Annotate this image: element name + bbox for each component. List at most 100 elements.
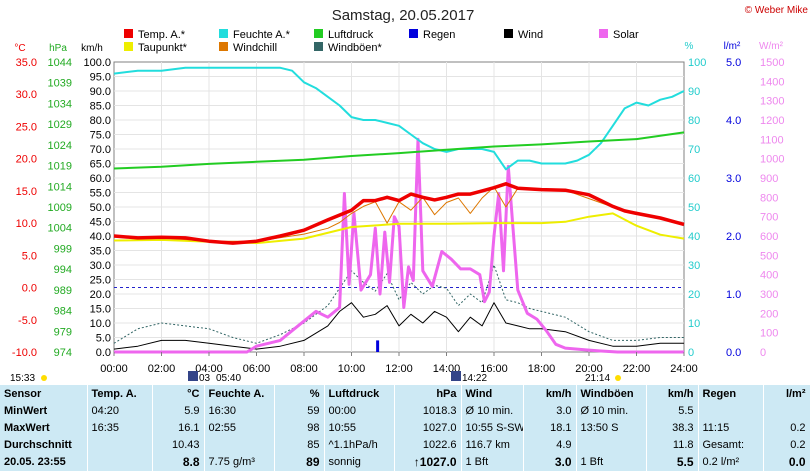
weather-chart: Samstag, 20.05.2017 © Weber Mike Temp. A… — [10, 5, 809, 383]
table-cell: 1027.0 — [394, 419, 462, 437]
moonset-label: 03 — [199, 373, 211, 383]
table-header-cell: l/m² — [763, 385, 810, 403]
pressure-axis-tick-8: 1004 — [48, 223, 72, 235]
wind-axis-tick-13: 35.0 — [90, 246, 111, 258]
table-cell: 59 — [274, 402, 325, 420]
table-cell: 10:55 S-SW — [461, 419, 524, 437]
table-row: MinWert 04:20 5.9 16:30 59 00:00 1018.3 Ø 10 mi… — [0, 402, 810, 420]
pressure-axis-unit: hPa — [49, 43, 67, 54]
temp-axis-tick-5: 10.0 — [16, 218, 37, 230]
humidity-axis-tick-7: 30 — [688, 260, 700, 272]
table-header-cell: Feuchte A. — [204, 385, 275, 403]
pressure-axis-tick-0: 1044 — [48, 57, 72, 69]
table-cell: 11:15 — [698, 419, 764, 437]
solar-axis-unit: W/m² — [759, 41, 784, 52]
pressure-axis-tick-11: 989 — [54, 285, 72, 297]
x-tick-label-6: 12:00 — [385, 363, 413, 375]
temp-axis-tick-1: 30.0 — [16, 89, 37, 101]
wind-axis-unit: km/h — [81, 43, 103, 54]
wind-axis-tick-4: 80.0 — [90, 115, 111, 127]
x-tick-label-12: 24:00 — [670, 363, 698, 375]
legend-label-8: Windböen* — [328, 42, 383, 54]
wind-axis-tick-16: 20.0 — [90, 289, 111, 301]
wind-axis-tick-18: 10.0 — [90, 318, 111, 330]
table-row: Durchschnitt 10.43 85 ^1.1hPa/h 1022.6 116.7 … — [0, 436, 810, 454]
legend-swatch-2 — [314, 29, 323, 38]
moon-label: 14:22 — [462, 373, 487, 383]
legend-swatch-4 — [504, 29, 513, 38]
table-header-cell: °C — [152, 385, 205, 403]
left-time-label: 15:33 — [10, 373, 35, 383]
legend-label-0: Temp. A.* — [138, 29, 186, 41]
wind-axis-tick-15: 25.0 — [90, 275, 111, 287]
x-tick-label-0: 00:00 — [100, 363, 128, 375]
wind-axis-tick-17: 15.0 — [90, 304, 111, 316]
humidity-axis-tick-9: 10 — [688, 318, 700, 330]
table-cell: 8.8 — [152, 453, 205, 471]
table-cell: 00:00 — [324, 402, 395, 420]
temp-axis-unit: °C — [14, 43, 25, 54]
rain-axis-tick-4: 1.0 — [726, 289, 741, 301]
wind-axis-tick-10: 50.0 — [90, 202, 111, 214]
wind-axis-tick-1: 95.0 — [90, 72, 111, 84]
table-cell: MaxWert — [0, 419, 88, 437]
wind-axis-tick-11: 45.0 — [90, 217, 111, 229]
pressure-axis-tick-10: 994 — [54, 264, 72, 276]
wind-axis-tick-9: 55.0 — [90, 188, 111, 200]
table-cell: 11.8 — [646, 436, 699, 454]
solar-axis-tick-8: 700 — [760, 212, 778, 224]
table-cell: 1018.3 — [394, 402, 462, 420]
table-cell: 0.2 — [763, 436, 810, 454]
wind-axis-tick-6: 70.0 — [90, 144, 111, 156]
table-cell: ↑1027.0 — [394, 453, 462, 471]
humidity-axis-tick-0: 100 — [688, 57, 706, 69]
table-header: Sensor Temp. A. °C Feuchte A.% Luftdruck hPa W… — [0, 385, 810, 403]
temp-axis-tick-2: 25.0 — [16, 121, 37, 133]
table-cell: 116.7 km — [461, 436, 524, 454]
table-cell: 89 — [274, 453, 325, 471]
sunset-label: 21:14 — [585, 373, 610, 383]
table-cell: 7.75 g/m³ — [204, 453, 275, 471]
rain-axis-tick-2: 3.0 — [726, 173, 741, 185]
table-cell: 3.0 — [523, 453, 577, 471]
table-cell: 85 — [274, 436, 325, 454]
sunrise-label: 05:40 — [216, 373, 241, 383]
solar-axis-tick-4: 1100 — [760, 134, 784, 146]
table-cell — [763, 402, 810, 420]
temp-axis-tick-7: 0.0 — [22, 283, 37, 295]
wind-axis-tick-14: 30.0 — [90, 260, 111, 272]
pressure-line — [113, 131, 685, 170]
table-cell: Gesamt: — [698, 436, 764, 454]
legend-swatch-6 — [124, 42, 133, 51]
stats-table: Sensor Temp. A. °C Feuchte A.% Luftdruck hPa W… — [0, 385, 810, 471]
pressure-axis-tick-13: 979 — [54, 326, 72, 338]
table-cell: Durchschnitt — [0, 436, 88, 454]
gusts-line — [113, 264, 684, 344]
humidity-axis-tick-2: 80 — [688, 115, 700, 127]
humidity-axis-tick-5: 50 — [688, 202, 700, 214]
legend-label-4: Wind — [518, 29, 543, 41]
table-row: 20.05. 23:55 8.8 7.75 g/m³ 89 sonnig ↑1027.0 1… — [0, 453, 810, 471]
table-cell: 04:20 — [87, 402, 153, 420]
wind-axis-tick-3: 85.0 — [90, 101, 111, 113]
table-cell: 20.05. 23:55 — [0, 453, 88, 471]
table-cell: 10:55 — [324, 419, 395, 437]
sunset-icon — [615, 375, 621, 381]
chart-credit: © Weber Mike — [745, 5, 809, 16]
table-cell: 1 Bft — [461, 453, 524, 471]
rain-axis-tick-3: 2.0 — [726, 231, 741, 243]
table-header-cell: % — [274, 385, 325, 403]
solar-line — [114, 137, 684, 354]
chart-title: Samstag, 20.05.2017 — [332, 7, 475, 24]
pressure-axis-tick-9: 999 — [54, 243, 72, 255]
wind-axis-tick-2: 90.0 — [90, 86, 111, 98]
legend-label-5: Solar — [613, 29, 639, 41]
table-cell — [204, 436, 275, 454]
temp-axis-tick-3: 20.0 — [16, 154, 37, 166]
grid — [114, 62, 684, 352]
wind-axis-tick-5: 75.0 — [90, 130, 111, 142]
table-cell: 13:50 S — [576, 419, 647, 437]
x-tick-label-3: 06:00 — [243, 363, 271, 375]
x-tick-label-8: 16:00 — [480, 363, 508, 375]
temp-axis-tick-6: 5.0 — [22, 250, 37, 262]
